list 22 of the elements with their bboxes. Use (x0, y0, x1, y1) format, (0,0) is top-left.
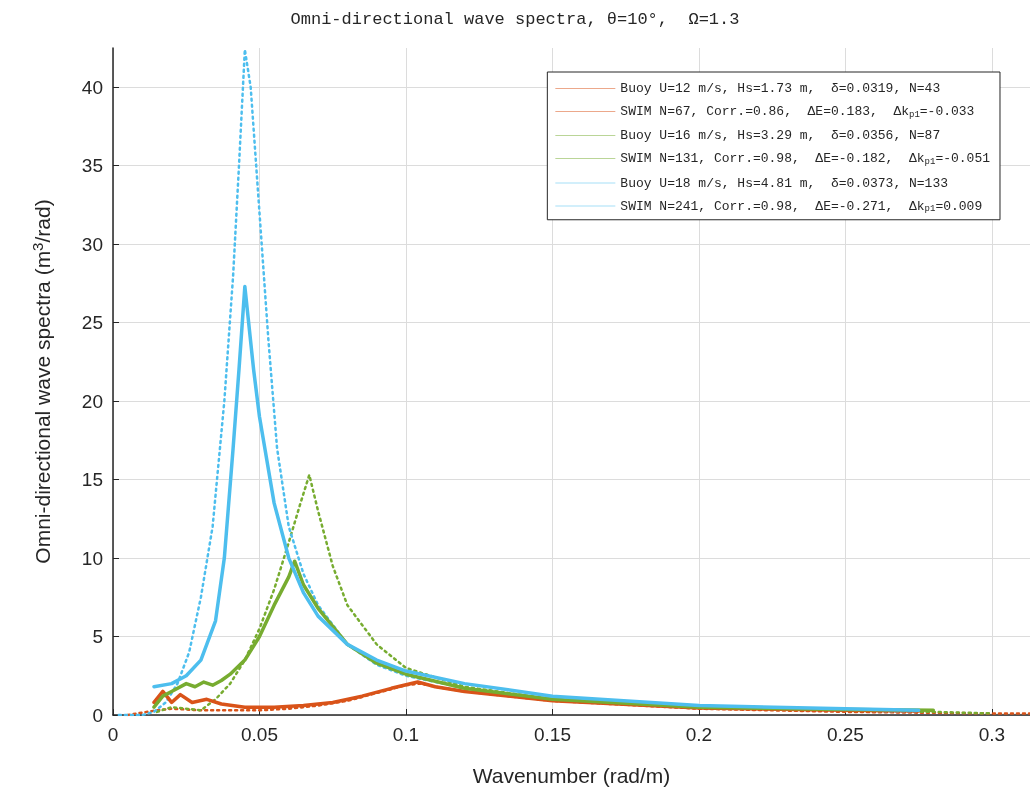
legend-label: Buoy U=18 m/s, Hs=4.81 m, δ=0.0373, N=133 (620, 175, 948, 191)
x-tick-label: 0.2 (685, 724, 713, 745)
x-tick-label: 0.1 (392, 724, 420, 745)
legend-label: Buoy U=16 m/s, Hs=3.29 m, δ=0.0356, N=87 (620, 128, 941, 144)
x-tick-label: 0.25 (826, 724, 864, 745)
chart-title: Omni-directional wave spectra, θ=10°, Ω=1.3 (290, 10, 740, 29)
legend-label: Buoy U=12 m/s, Hs=1.73 m, δ=0.0319, N=43 (620, 81, 941, 96)
x-tick-label: 0.15 (533, 724, 571, 745)
x-tick-label: 0.05 (240, 724, 278, 745)
y-tick-label: 25 (81, 312, 103, 334)
x-tick-label: 0 (107, 724, 119, 745)
y-axis-title: Omni-directional wave spectra (m3/rad) (28, 199, 54, 564)
y-tick-label: 0 (92, 704, 103, 726)
y-tick-label: 10 (81, 547, 103, 569)
x-axis-title: Wavenumber (rad/m) (472, 764, 671, 787)
y-tick-label: 30 (81, 233, 103, 255)
y-tick-label: 20 (81, 390, 103, 412)
y-tick-label: 40 (81, 76, 103, 98)
y-tick-label: 5 (92, 626, 103, 648)
x-tick-label: 0.3 (978, 724, 1006, 745)
y-tick-label: 35 (81, 155, 103, 177)
y-tick-label: 15 (81, 469, 103, 491)
